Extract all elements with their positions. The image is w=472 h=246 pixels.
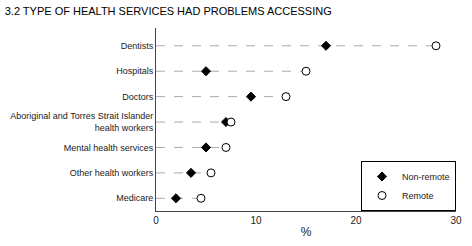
- svg-text:Remote: Remote: [402, 191, 434, 201]
- svg-text:10: 10: [250, 215, 262, 226]
- svg-text:Other health workers: Other health workers: [70, 168, 154, 178]
- svg-text:Mental health services: Mental health services: [64, 143, 154, 153]
- svg-text:Dentists: Dentists: [121, 41, 154, 51]
- svg-text:0: 0: [153, 215, 159, 226]
- svg-text:Doctors: Doctors: [122, 92, 154, 102]
- svg-text:30: 30: [450, 215, 462, 226]
- svg-text:Medicare: Medicare: [116, 193, 153, 203]
- svg-text:Hospitals: Hospitals: [116, 66, 154, 76]
- svg-text:Aboriginal and Torres Strait I: Aboriginal and Torres Strait Islanderhea…: [10, 111, 153, 133]
- svg-text:3.2 TYPE OF HEALTH SERVICES HA: 3.2 TYPE OF HEALTH SERVICES HAD PROBLEMS…: [5, 5, 332, 17]
- svg-text:Non-remote: Non-remote: [402, 172, 450, 182]
- svg-text:20: 20: [350, 215, 362, 226]
- svg-text:%: %: [301, 225, 312, 239]
